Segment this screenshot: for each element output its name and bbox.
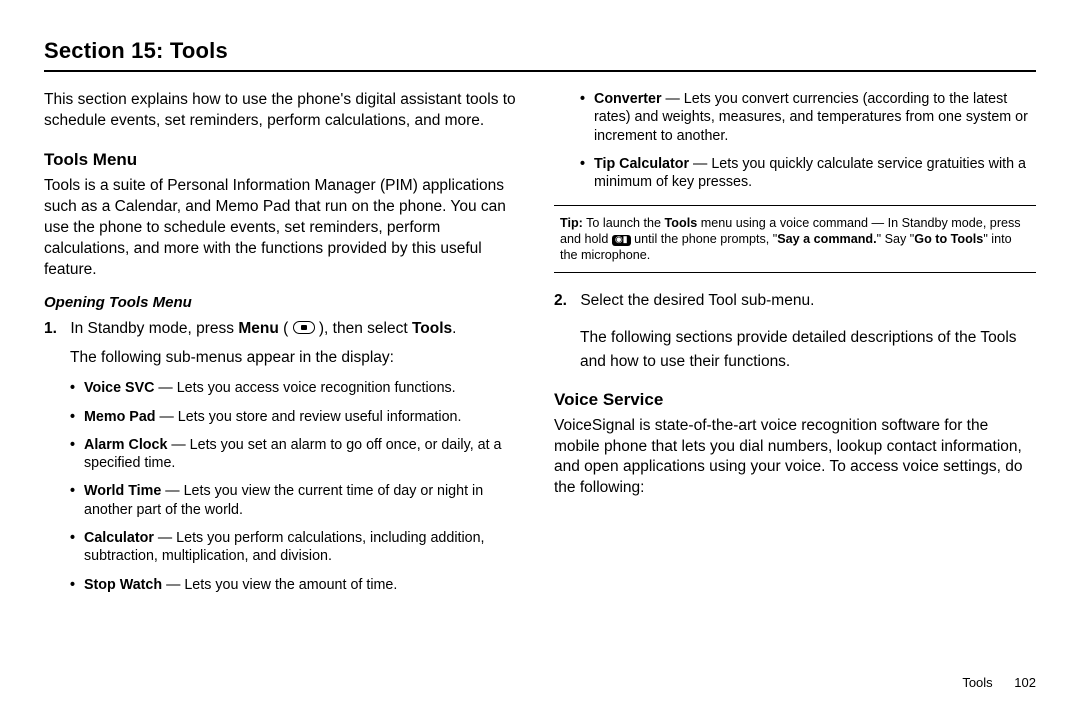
section-title: Section 15: Tools [44,38,1036,64]
step-2-after: The following sections provide detailed … [580,326,1036,374]
bullet-term: Calculator [84,530,154,546]
step-1-text-a: In Standby mode, press [70,320,238,337]
title-rule [44,70,1036,72]
tools-menu-body: Tools is a suite of Personal Information… [44,176,526,281]
tools-menu-heading: Tools Menu [44,150,526,170]
submenu-bullets-continued: Converter — Lets you convert currencies … [594,90,1036,191]
voice-key-icon: ◉▮ [612,235,631,246]
tip-go: Go to Tools [914,232,983,246]
right-column: Converter — Lets you convert currencies … [554,90,1036,604]
bullet-desc: — Lets you access voice recognition func… [154,380,455,396]
bullet-desc: — Lets you view the amount of time. [162,577,397,593]
bullet-term: Memo Pad [84,409,156,425]
bullet-term: Alarm Clock [84,437,167,453]
tip-bottom-rule [554,272,1036,273]
two-column-layout: This section explains how to use the pho… [44,90,1036,604]
bullet-converter: Converter — Lets you convert currencies … [594,90,1036,145]
step-1-menu-bold: Menu [238,320,278,337]
tip-top-rule [554,205,1036,206]
bullet-alarm-clock: Alarm Clock — Lets you set an alarm to g… [84,436,526,473]
step-1-text-c: ), then select [315,320,412,337]
tip-c: until the phone prompts, " [631,232,778,246]
bullet-term: Stop Watch [84,577,162,593]
bullet-calculator: Calculator — Lets you perform calculatio… [84,529,526,566]
bullet-world-time: World Time — Lets you view the current t… [84,482,526,519]
submenu-bullets: Voice SVC — Lets you access voice recogn… [84,379,526,594]
bullet-memo-pad: Memo Pad — Lets you store and review use… [84,408,526,426]
voice-service-heading: Voice Service [554,390,1036,410]
step-2-number: 2. [554,291,576,312]
step-1-tools-bold: Tools [412,320,452,337]
tip-tools: Tools [665,216,698,230]
bullet-term: Converter [594,91,662,107]
page-footer: Tools 102 [962,675,1036,690]
ok-key-icon [293,321,315,334]
step-1: 1. In Standby mode, press Menu ( ), then… [70,319,526,369]
tip-d: " Say " [877,232,915,246]
step-1-text-d: . [452,320,456,337]
voice-service-body: VoiceSignal is state-of-the-art voice re… [554,416,1036,500]
opening-tools-subheading: Opening Tools Menu [44,294,526,311]
bullet-term: World Time [84,483,161,499]
bullet-term: Voice SVC [84,380,154,396]
bullet-stop-watch: Stop Watch — Lets you view the amount of… [84,576,526,594]
bullet-term: Tip Calculator [594,156,689,172]
bullet-tip-calculator: Tip Calculator — Lets you quickly calcul… [594,155,1036,192]
step-1-after: The following sub-menus appear in the di… [70,348,526,369]
bullet-voice-svc: Voice SVC — Lets you access voice recogn… [84,379,526,397]
left-column: This section explains how to use the pho… [44,90,526,604]
intro-text: This section explains how to use the pho… [44,90,526,132]
footer-page: 102 [1014,675,1036,690]
step-2-text: Select the desired Tool sub-menu. [580,292,814,309]
tip-a: To launch the [583,216,665,230]
tip-label: Tip: [560,216,583,230]
tip-box: Tip: To launch the Tools menu using a vo… [554,214,1036,265]
step-1-text-b: ( [279,320,293,337]
bullet-desc: — Lets you store and review useful infor… [156,409,462,425]
step-1-number: 1. [44,319,66,340]
step-2: 2. Select the desired Tool sub-menu. The… [580,291,1036,374]
footer-label: Tools [962,675,992,690]
tip-say: Say a command. [777,232,876,246]
